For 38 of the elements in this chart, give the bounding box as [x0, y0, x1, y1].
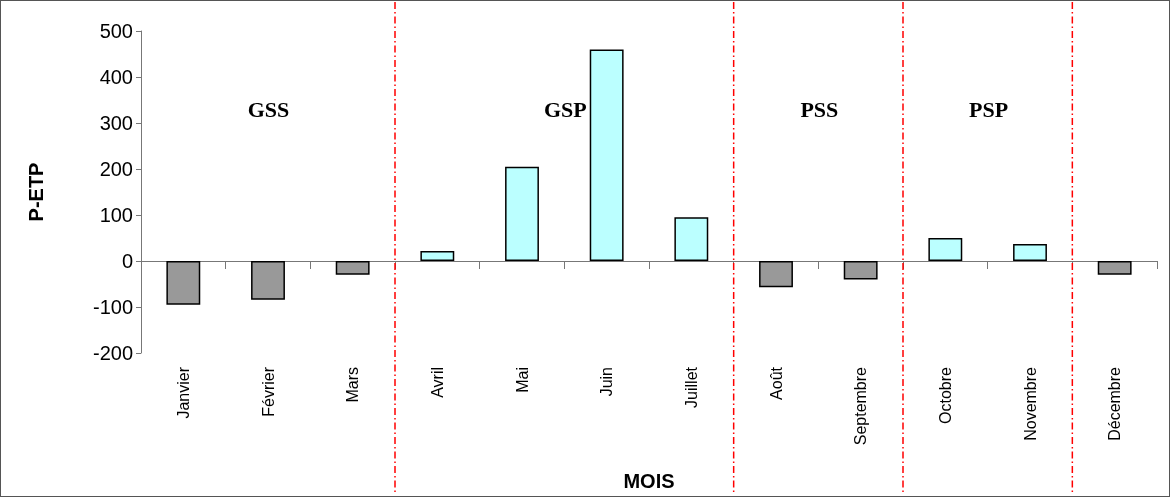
x-tick-label: Août: [767, 366, 785, 400]
y-tick-label: 100: [99, 204, 133, 226]
bar: [505, 166, 539, 261]
x-tick-label: Juin: [598, 367, 616, 397]
x-tick-label: Mars: [344, 367, 362, 403]
y-tick-label: 0: [121, 250, 133, 272]
annotation: GSP: [543, 96, 587, 122]
y-tick-label: 500: [99, 20, 133, 42]
bar: [589, 49, 624, 261]
x-tick-label: Octobre: [936, 366, 954, 424]
x-tick-label: Décembre: [1106, 366, 1124, 441]
x-tick-label: Avril: [428, 367, 446, 398]
x-tick-label: Février: [259, 366, 277, 417]
bar: [674, 217, 709, 261]
x-tick-label: Juillet: [682, 366, 700, 408]
x-tick-label: Janvier: [174, 366, 192, 419]
bar: [1013, 243, 1047, 261]
bar: [420, 250, 455, 261]
x-tick-label: Mai: [513, 367, 531, 393]
annotation: GSS: [247, 96, 290, 122]
y-tick-label: 300: [99, 112, 133, 134]
bar: [251, 261, 285, 300]
bar: [1097, 261, 1132, 275]
bar: [928, 238, 963, 261]
y-tick-label: 400: [99, 66, 133, 88]
x-tick-label: Septembre: [852, 366, 870, 446]
x-axis-title: MOIS: [623, 470, 675, 492]
bar: [335, 261, 370, 275]
bar: [759, 261, 793, 288]
y-tick-label: -200: [92, 342, 133, 364]
y-tick-label: 200: [99, 158, 133, 180]
annotation: PSS: [800, 96, 839, 122]
x-tick-label: Novembre: [1021, 366, 1039, 441]
y-tick-label: -100: [92, 296, 133, 318]
annotation: PSP: [969, 96, 1009, 122]
bar: [843, 261, 878, 280]
bar: [166, 261, 201, 305]
y-axis-title: P-ETP: [25, 162, 47, 222]
